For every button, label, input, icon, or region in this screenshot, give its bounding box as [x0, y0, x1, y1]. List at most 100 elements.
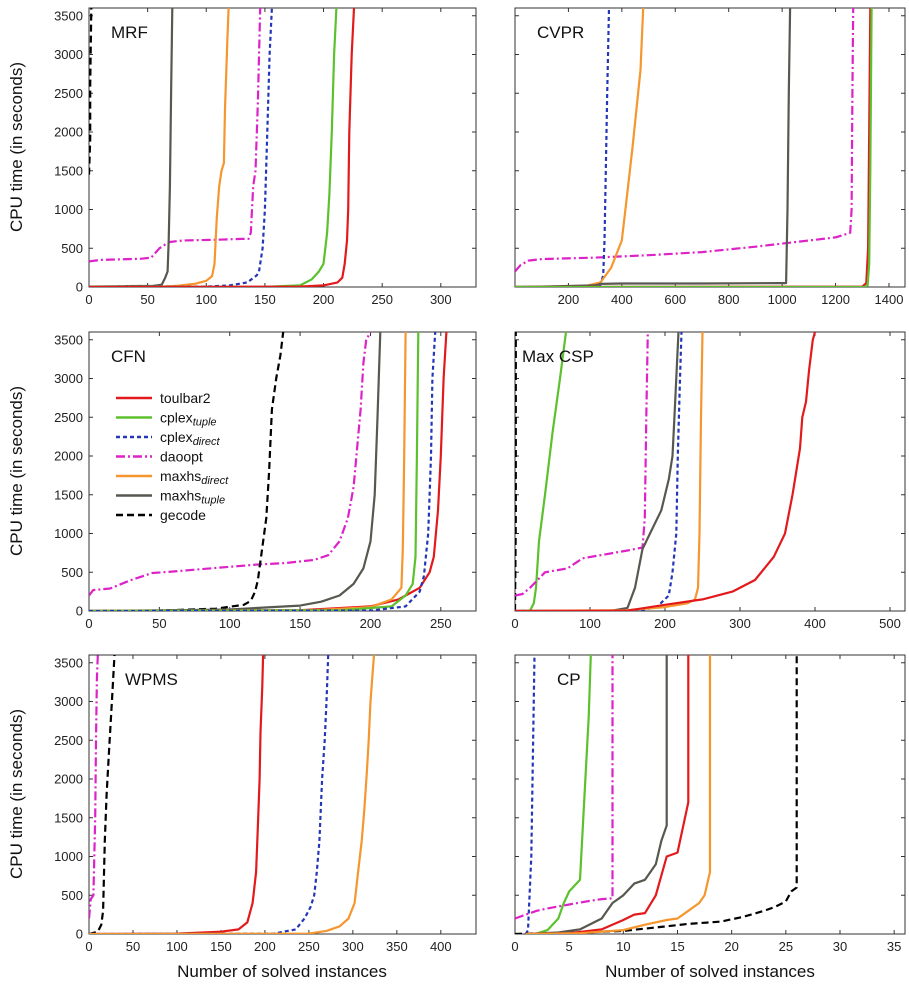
y-tick-label: 1000 — [54, 202, 83, 217]
x-tick-label: 500 — [879, 616, 901, 631]
series-line-daoopt — [89, 8, 262, 263]
y-tick-label: 1000 — [54, 526, 83, 541]
panel-title: Max CSP — [522, 347, 594, 366]
series-line-maxhs-direct — [89, 8, 230, 287]
series-line-daoopt — [515, 8, 855, 273]
series-line-toulbar2 — [89, 8, 356, 287]
x-tick-label: 0 — [85, 292, 92, 307]
series-line-maxhs-direct — [515, 332, 704, 611]
series-line-cplex-direct — [89, 332, 437, 611]
x-tick-label: 800 — [718, 292, 740, 307]
x-tick-label: 300 — [430, 292, 452, 307]
series-line-daoopt — [89, 655, 99, 919]
x-tick-label: 20 — [724, 939, 738, 954]
y-tick-label: 0 — [76, 280, 83, 295]
series-line-maxhs-tuple — [515, 332, 680, 611]
series-line-cplex-tuple — [89, 332, 420, 611]
x-tick-label: 300 — [729, 616, 751, 631]
series-line-cplex-direct — [515, 332, 683, 611]
x-tick-label: 200 — [254, 939, 276, 954]
y-tick-label: 0 — [76, 927, 83, 942]
series-line-daoopt — [89, 332, 372, 597]
x-tick-label: 0 — [511, 939, 518, 954]
series-line-gecode — [89, 332, 285, 611]
y-tick-label: 3000 — [54, 371, 83, 386]
x-tick-label: 200 — [558, 292, 580, 307]
series-line-cplex-tuple — [515, 8, 873, 287]
x-tick-label: 100 — [579, 616, 601, 631]
series-line-cplex-tuple — [515, 332, 568, 611]
series-line-cplex-direct — [524, 655, 536, 934]
series-line-toulbar2 — [515, 8, 872, 287]
legend-label-cplex-direct: cplexdirect — [160, 429, 221, 448]
y-tick-label: 2000 — [54, 772, 83, 787]
plot-frame — [88, 654, 477, 935]
panel-title: CFN — [111, 347, 146, 366]
y-tick-label: 1500 — [54, 810, 83, 825]
x-tick-label: 150 — [254, 292, 276, 307]
panel-title: CP — [557, 670, 581, 689]
series-line-cplex-direct — [89, 655, 330, 934]
x-tick-label: 250 — [371, 292, 393, 307]
series-line-gecode — [515, 332, 517, 611]
panels: 0 50 100 150 200 250 3000500100015002000250030… — [54, 7, 906, 954]
x-tick-label: 150 — [210, 939, 232, 954]
series-line-gecode — [89, 655, 116, 934]
y-tick-label: 3000 — [54, 694, 83, 709]
legend-label-gecode: gecode — [160, 507, 206, 523]
series-line-maxhs-direct — [89, 655, 376, 934]
legend-label-cplex-tuple: cplextuple — [160, 410, 217, 429]
y-axis-label: CPU time (in seconds) — [7, 709, 26, 879]
x-tick-label: 35 — [887, 939, 901, 954]
x-tick-label: 0 — [85, 939, 92, 954]
series-line-cplex-direct — [515, 8, 611, 287]
x-tick-label: 400 — [611, 292, 633, 307]
x-tick-label: 10 — [616, 939, 630, 954]
panel-mrf: 0 50 100 150 200 250 3000500100015002000250030… — [54, 7, 477, 307]
x-tick-label: 1000 — [768, 292, 797, 307]
x-axis-label: Number of solved instances — [605, 962, 815, 981]
panel-max-csp: 0 100 200 300 400 500 Max CSP — [511, 331, 906, 631]
x-tick-label: 50 — [152, 616, 166, 631]
series-line-toulbar2 — [525, 655, 690, 934]
x-tick-label: 30 — [833, 939, 847, 954]
x-tick-label: 200 — [313, 292, 335, 307]
y-tick-label: 3500 — [54, 8, 83, 23]
series-line-daoopt — [515, 655, 614, 920]
y-tick-label: 3500 — [54, 655, 83, 670]
series-line-maxhs-direct — [89, 332, 407, 611]
legend-label-maxhs-tuple: maxhstuple — [160, 488, 225, 507]
legend-label-toulbar2: toulbar2 — [160, 390, 211, 406]
series-line-gecode — [89, 8, 93, 175]
series-line-toulbar2 — [89, 332, 448, 611]
plot-frame — [514, 7, 906, 288]
x-tick-label: 250 — [430, 616, 452, 631]
x-tick-label: 150 — [289, 616, 311, 631]
series-line-cplex-tuple — [536, 655, 592, 934]
series-line-maxhs-direct — [515, 8, 645, 287]
x-tick-label: 200 — [654, 616, 676, 631]
x-tick-label: 200 — [360, 616, 382, 631]
series-line-toulbar2 — [89, 655, 265, 934]
series-line-toulbar2 — [515, 332, 817, 611]
x-tick-label: 50 — [140, 292, 154, 307]
x-tick-label: 50 — [126, 939, 140, 954]
series-line-maxhs-tuple — [525, 655, 668, 934]
panel-cvpr: 200 400 600 800 1000 1200 1400 CVPR — [514, 7, 906, 307]
plot-frame — [514, 331, 906, 612]
x-tick-label: 100 — [219, 616, 241, 631]
y-tick-label: 500 — [61, 888, 83, 903]
y-tick-label: 3000 — [54, 47, 83, 62]
x-tick-label: 1400 — [875, 292, 904, 307]
series-line-daoopt — [515, 332, 649, 597]
y-tick-label: 500 — [61, 565, 83, 580]
x-tick-label: 600 — [664, 292, 686, 307]
x-tick-label: 300 — [342, 939, 364, 954]
panel-title: CVPR — [537, 23, 584, 42]
x-tick-label: 100 — [195, 292, 217, 307]
series-line-maxhs-tuple — [515, 8, 792, 287]
y-tick-label: 0 — [76, 604, 83, 619]
y-axis-label: CPU time (in seconds) — [7, 62, 26, 232]
x-tick-label: 5 — [566, 939, 573, 954]
